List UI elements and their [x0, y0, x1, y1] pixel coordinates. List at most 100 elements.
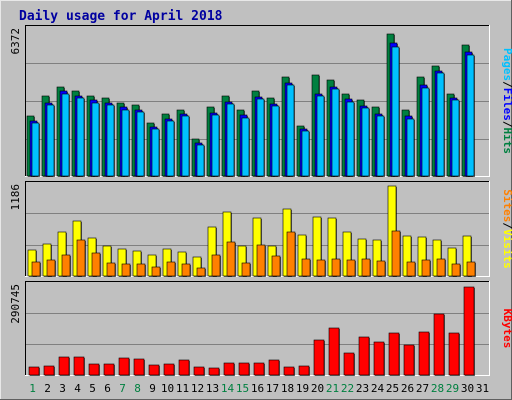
bar-pages-day-13: [211, 114, 220, 177]
y-axis-label-kbytes: KBytes: [501, 309, 512, 349]
x-tick-label: 25: [386, 382, 399, 395]
chart-title: Daily usage for April 2018: [19, 9, 223, 24]
x-tick-label: 6: [104, 382, 111, 395]
x-tick-label: 31: [476, 382, 489, 395]
bar-sites-day-23: [361, 258, 371, 277]
x-tick-label: 20: [311, 382, 324, 395]
bar-pages-day-17: [271, 105, 280, 177]
x-tick-label: 9: [149, 382, 156, 395]
x-tick-label: 3: [59, 382, 66, 395]
bar-kbytes-day-13: [208, 367, 220, 376]
bar-kbytes-day-16: [253, 362, 265, 376]
x-tick-label: 8: [134, 382, 141, 395]
bar-kbytes-day-11: [178, 359, 190, 376]
x-tick-label: 18: [281, 382, 294, 395]
y-max-label-kbytes: 290745: [9, 284, 22, 324]
x-tick-label: 15: [236, 382, 249, 395]
bar-sites-day-1: [31, 261, 41, 277]
bar-kbytes-day-12: [193, 366, 205, 376]
bar-kbytes-day-26: [403, 344, 415, 376]
x-tick-label: 16: [251, 382, 264, 395]
x-tick-label: 24: [371, 382, 385, 395]
axis-series-name: KBytes: [501, 309, 512, 349]
bar-sites-day-13: [211, 254, 221, 277]
x-tick-label: 12: [191, 382, 204, 395]
bar-sites-day-5: [91, 252, 101, 277]
bar-kbytes-day-17: [268, 359, 280, 376]
bar-sites-day-17: [271, 255, 281, 277]
x-tick-label: 22: [341, 382, 354, 395]
bar-kbytes-day-18: [283, 366, 295, 376]
bar-pages-day-28: [436, 72, 445, 177]
axis-separator: /: [501, 222, 512, 229]
axis-series-name: Visits: [501, 229, 512, 269]
bar-pages-day-15: [241, 117, 250, 177]
bar-sites-day-10: [166, 261, 176, 277]
x-tick-label: 1: [29, 382, 36, 395]
bar-sites-day-25: [391, 230, 401, 277]
bar-sites-day-28: [436, 258, 446, 277]
y-max-label-visits-sites: 1186: [9, 184, 22, 211]
bar-sites-day-29: [451, 263, 461, 277]
bar-kbytes-day-21: [328, 327, 340, 376]
bar-sites-day-8: [136, 263, 146, 277]
x-tick-label: 23: [356, 382, 369, 395]
bar-kbytes-day-24: [373, 341, 385, 376]
x-tick-label: 28: [431, 382, 444, 395]
bar-kbytes-day-9: [148, 364, 160, 376]
bar-pages-day-11: [181, 115, 190, 177]
x-tick-label: 26: [401, 382, 414, 395]
bar-sites-day-7: [121, 263, 131, 277]
bar-sites-day-24: [376, 260, 386, 277]
x-tick-label: 4: [74, 382, 81, 395]
bar-pages-day-23: [361, 107, 370, 177]
bar-kbytes-day-20: [313, 339, 325, 376]
bar-kbytes-day-19: [298, 365, 310, 376]
axis-series-name: Sites: [501, 189, 512, 222]
bar-kbytes-day-29: [448, 332, 460, 376]
bar-pages-day-27: [421, 87, 430, 177]
x-tick-label: 7: [119, 382, 126, 395]
bar-pages-day-30: [466, 54, 475, 177]
bar-sites-day-19: [301, 258, 311, 277]
bar-kbytes-day-5: [88, 363, 100, 376]
bar-sites-day-6: [106, 262, 116, 277]
bar-pages-day-1: [31, 122, 40, 177]
bar-sites-day-20: [316, 259, 326, 277]
bar-kbytes-day-25: [388, 332, 400, 376]
y-axis-label-visits-sites: Sites/Visits: [501, 189, 512, 269]
axis-series-name: Pages: [501, 48, 512, 81]
bar-sites-day-26: [406, 261, 416, 277]
x-tick-label: 10: [161, 382, 174, 395]
bar-sites-day-21: [331, 258, 341, 277]
bar-sites-day-4: [76, 239, 86, 277]
bar-kbytes-day-28: [433, 313, 445, 376]
bar-kbytes-day-1: [28, 366, 40, 376]
x-tick-label: 27: [416, 382, 429, 395]
bar-pages-day-3: [61, 93, 70, 177]
bar-pages-day-7: [121, 109, 130, 177]
bar-kbytes-day-15: [238, 362, 250, 376]
bar-pages-day-12: [196, 144, 205, 177]
x-tick-label: 14: [221, 382, 235, 395]
bar-pages-day-14: [226, 103, 235, 177]
x-tick-label: 13: [206, 382, 219, 395]
bar-kbytes-day-3: [58, 356, 70, 376]
bar-sites-day-2: [46, 259, 56, 277]
x-tick-label: 30: [461, 382, 474, 395]
y-max-label-hits-files-pages: 6372: [9, 28, 22, 55]
axis-separator: /: [501, 121, 512, 128]
bar-pages-day-8: [136, 111, 145, 177]
bar-sites-day-16: [256, 244, 266, 277]
bar-kbytes-day-30: [463, 286, 475, 376]
bar-sites-day-22: [346, 259, 356, 277]
bar-kbytes-day-7: [118, 357, 130, 376]
x-tick-label: 19: [296, 382, 309, 395]
bar-pages-day-29: [451, 99, 460, 177]
bar-pages-day-5: [91, 102, 100, 177]
bar-pages-day-24: [376, 115, 385, 177]
bar-kbytes-day-4: [73, 356, 85, 376]
bar-kbytes-day-10: [163, 363, 175, 376]
x-tick-label: 11: [176, 382, 189, 395]
